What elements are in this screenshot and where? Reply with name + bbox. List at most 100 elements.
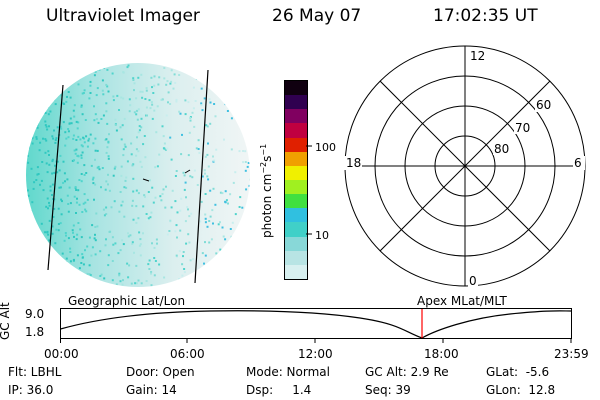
speckle	[212, 222, 214, 225]
speckle	[144, 156, 147, 159]
speckle	[40, 270, 43, 273]
speckle	[183, 188, 186, 191]
speckle	[135, 205, 138, 208]
speckle	[158, 76, 161, 79]
speckle	[81, 113, 84, 116]
speckle	[128, 110, 131, 113]
speckle	[68, 186, 71, 189]
speckle	[175, 254, 178, 257]
speckle	[123, 186, 126, 189]
speckle	[88, 97, 91, 100]
speckle	[60, 213, 63, 216]
speckle	[96, 225, 99, 228]
speckle	[200, 288, 202, 290]
speckle	[207, 178, 210, 181]
speckle	[101, 66, 104, 69]
speckle	[95, 286, 98, 287]
speckle	[140, 73, 143, 76]
speckle	[169, 219, 172, 222]
speckle	[148, 259, 151, 262]
speckle	[80, 157, 83, 159]
speckle	[92, 58, 94, 60]
speckle	[53, 87, 56, 90]
speckle	[26, 155, 29, 157]
speckle	[51, 98, 54, 100]
speckle	[108, 189, 111, 192]
speckle	[53, 98, 56, 101]
speckle	[188, 215, 191, 218]
speckle	[63, 239, 66, 242]
speckle	[152, 92, 155, 94]
speckle	[206, 153, 209, 156]
speckle	[156, 165, 159, 168]
speckle	[73, 149, 76, 152]
speckle	[31, 69, 34, 72]
speckle	[76, 269, 79, 272]
colorbar-segment	[285, 81, 307, 96]
speckle	[94, 183, 97, 186]
speckle	[89, 281, 92, 284]
speckle	[123, 143, 126, 146]
speckle	[244, 161, 247, 163]
speckle	[120, 204, 123, 207]
speckle	[168, 230, 171, 232]
color-scale-bar	[284, 80, 308, 280]
speckle	[39, 284, 42, 287]
speckle	[233, 95, 236, 98]
speckle	[153, 246, 156, 249]
speckle	[149, 216, 152, 219]
speckle	[163, 77, 166, 80]
speckle	[127, 235, 130, 238]
speckle	[114, 118, 117, 121]
speckle	[46, 231, 49, 234]
speckle	[76, 254, 79, 257]
speckle	[156, 59, 158, 61]
speckle	[183, 271, 186, 274]
speckle	[193, 125, 196, 128]
speckle	[31, 257, 34, 260]
speckle	[204, 67, 207, 70]
speckle	[99, 63, 102, 64]
speckle	[139, 90, 142, 93]
speckle	[215, 77, 218, 80]
speckle	[218, 63, 221, 66]
speckle	[159, 56, 161, 58]
speckle	[231, 293, 233, 295]
speckle	[51, 232, 54, 235]
speckle	[144, 98, 147, 100]
mode-status: Mode: Normal	[246, 365, 330, 379]
speckle	[119, 126, 122, 129]
speckle	[40, 294, 42, 296]
speckle	[184, 220, 187, 223]
speckle	[146, 114, 148, 117]
speckle	[202, 66, 205, 69]
speckle	[136, 136, 138, 139]
speckle	[105, 110, 108, 113]
speckle	[222, 252, 225, 255]
speckle	[139, 238, 142, 241]
speckle	[27, 161, 30, 164]
speckle	[63, 272, 66, 275]
speckle	[203, 262, 205, 265]
speckle	[83, 173, 86, 176]
speckle	[68, 122, 71, 125]
speckle	[105, 151, 108, 154]
speckle	[107, 140, 110, 143]
mlt-label-12: 12	[470, 49, 485, 63]
speckle	[100, 186, 102, 189]
speckle	[203, 169, 206, 172]
colorbar-segment	[285, 208, 307, 223]
colorbar-segment	[285, 165, 307, 181]
speckle	[205, 124, 208, 127]
speckle	[241, 206, 244, 209]
speckle	[52, 215, 55, 218]
speckle	[102, 93, 105, 96]
speckle	[132, 77, 135, 80]
speckle	[233, 85, 236, 88]
speckle	[95, 212, 98, 215]
colorbar-segment	[285, 250, 307, 265]
speckle	[222, 95, 225, 98]
speckle	[62, 181, 65, 184]
speckle	[37, 173, 40, 175]
speckle	[191, 111, 194, 114]
